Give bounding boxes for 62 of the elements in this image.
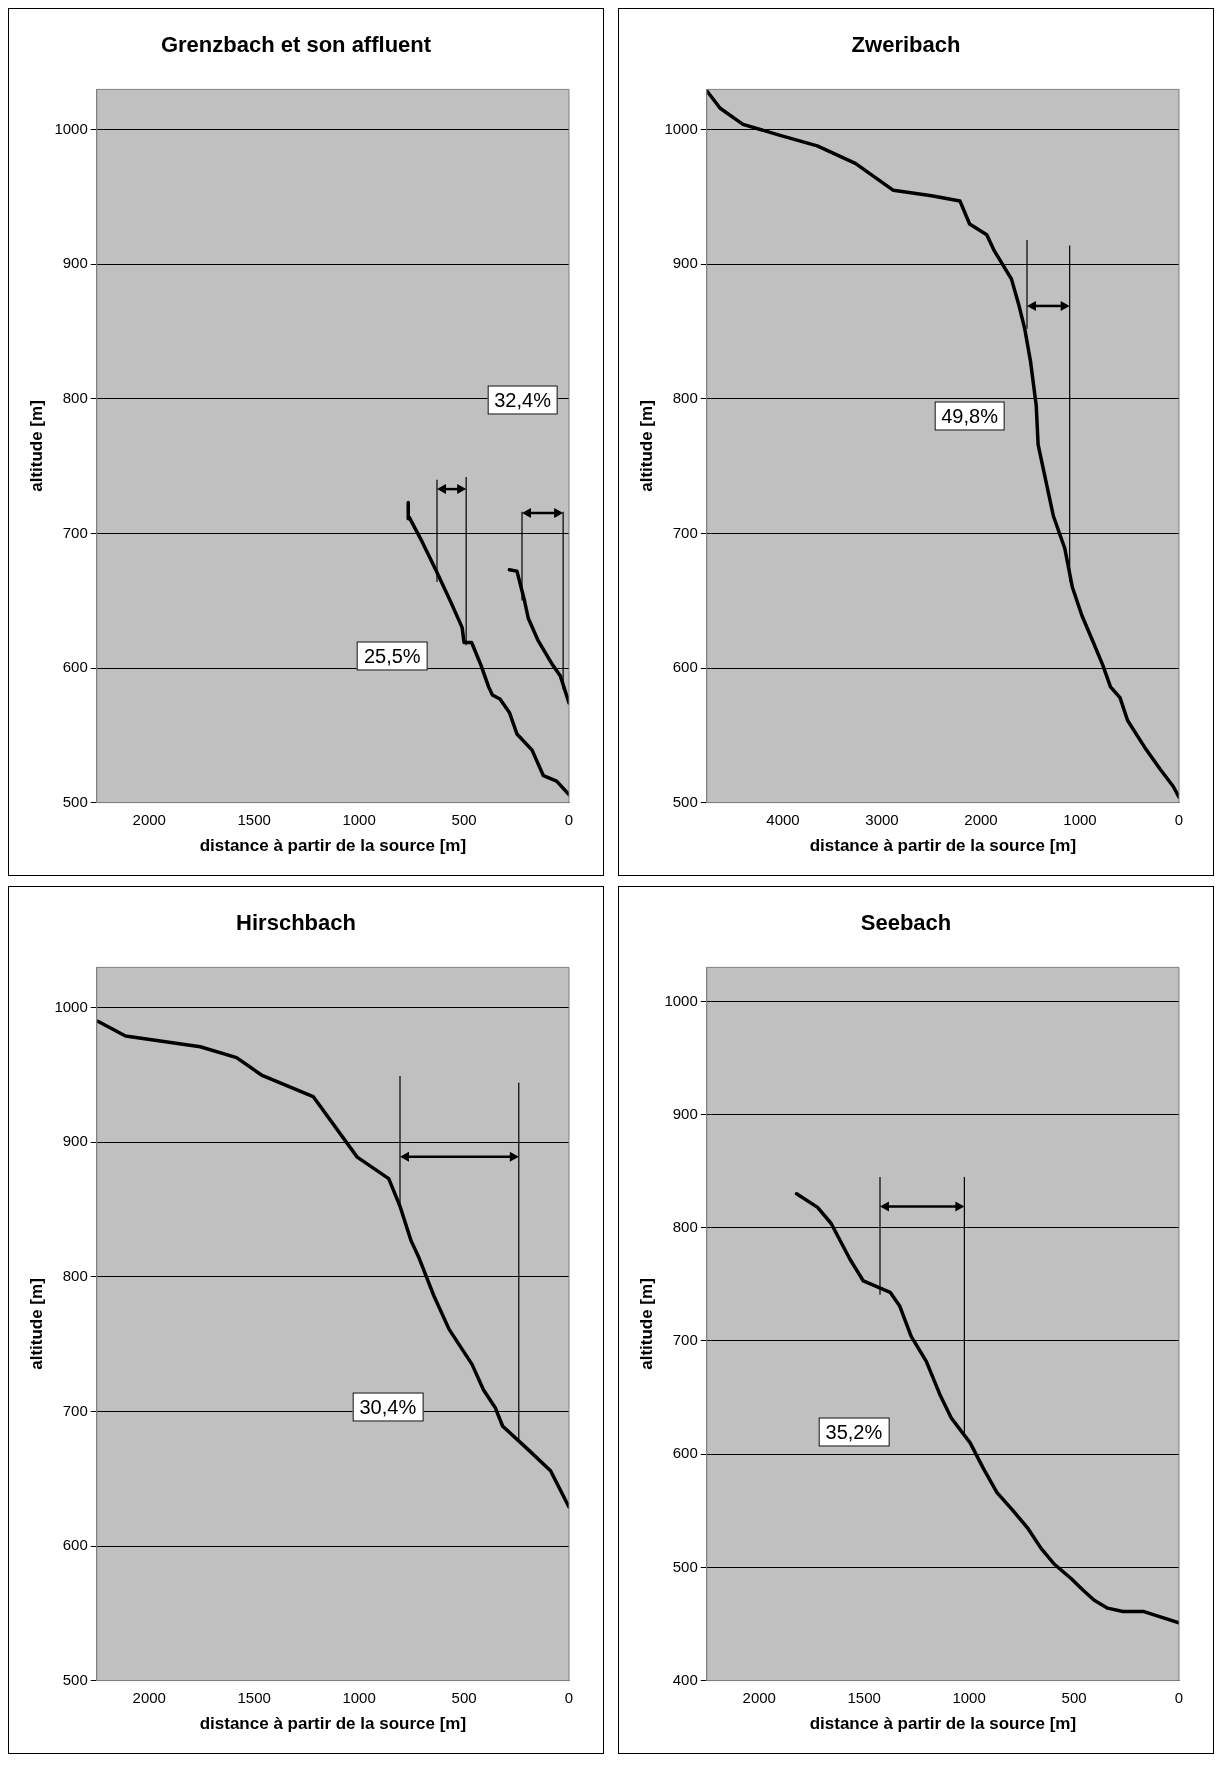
- y-tick-label: 700: [672, 1331, 698, 1349]
- x-tick-label: 2000: [964, 810, 998, 828]
- x-tick-label: 0: [1174, 1688, 1184, 1706]
- y-tick-label: 700: [62, 523, 88, 541]
- y-tick-label: 1000: [54, 119, 88, 137]
- annotation: 49,8%: [934, 401, 1005, 431]
- x-tick-label: 500: [451, 1688, 477, 1706]
- x-tick-label: 0: [564, 810, 574, 828]
- y-axis-title: altitude [m]: [636, 1278, 656, 1370]
- y-tick-label: 700: [62, 1401, 88, 1419]
- x-tick-label: 1000: [342, 810, 376, 828]
- y-tick-label: 800: [672, 389, 698, 407]
- y-tick-label: 900: [62, 254, 88, 272]
- y-tick-label: 500: [672, 1557, 698, 1575]
- x-tick-label: 1500: [237, 810, 271, 828]
- y-tick-label: 800: [62, 389, 88, 407]
- x-tick-label: 1000: [342, 1688, 376, 1706]
- x-tick-label: 0: [564, 1688, 574, 1706]
- chart-title: Hirschbach: [236, 910, 356, 936]
- y-tick-label: 800: [62, 1267, 88, 1285]
- y-tick-label: 900: [672, 254, 698, 272]
- y-tick-label: 1000: [54, 997, 88, 1015]
- chart-title: Seebach: [860, 910, 952, 936]
- x-axis-title: distance à partir de la source [m]: [809, 1714, 1077, 1734]
- y-axis-title: altitude [m]: [26, 1278, 46, 1370]
- y-tick-label: 900: [62, 1132, 88, 1150]
- x-tick-label: 0: [1174, 810, 1184, 828]
- y-axis-title: altitude [m]: [636, 400, 656, 492]
- y-tick-label: 1000: [664, 119, 698, 137]
- y-tick-label: 500: [62, 792, 88, 810]
- y-tick-label: 500: [62, 1670, 88, 1688]
- x-tick-label: 4000: [766, 810, 800, 828]
- x-tick-label: 2000: [742, 1688, 776, 1706]
- annotation: 30,4%: [352, 1392, 424, 1422]
- y-tick-label: 500: [672, 792, 698, 810]
- x-tick-label: 1000: [1063, 810, 1097, 828]
- annotation: 32,4%: [487, 385, 558, 415]
- x-axis-title: distance à partir de la source [m]: [809, 836, 1077, 856]
- y-axis-title: altitude [m]: [26, 400, 46, 492]
- y-tick-label: 700: [672, 523, 698, 541]
- x-tick-label: 2000: [132, 1688, 166, 1706]
- x-tick-label: 1500: [237, 1688, 271, 1706]
- x-tick-label: 500: [1061, 1688, 1087, 1706]
- y-tick-label: 800: [672, 1217, 698, 1235]
- x-tick-label: 1500: [847, 1688, 881, 1706]
- y-tick-label: 1000: [664, 991, 698, 1009]
- y-tick-label: 400: [672, 1670, 698, 1688]
- y-tick-label: 600: [62, 1536, 88, 1554]
- chart-title: Zweribach: [851, 32, 961, 58]
- chart-title: Grenzbach et son affluent: [160, 32, 432, 58]
- x-tick-label: 2000: [132, 810, 166, 828]
- y-tick-label: 600: [672, 658, 698, 676]
- x-tick-label: 500: [451, 810, 477, 828]
- x-axis-title: distance à partir de la source [m]: [199, 1714, 467, 1734]
- y-tick-label: 600: [672, 1444, 698, 1462]
- y-tick-label: 600: [62, 658, 88, 676]
- annotation: 25,5%: [356, 641, 428, 671]
- annotation: 35,2%: [818, 1417, 890, 1447]
- x-tick-label: 3000: [865, 810, 899, 828]
- y-tick-label: 900: [672, 1104, 698, 1122]
- x-axis-title: distance à partir de la source [m]: [199, 836, 467, 856]
- x-tick-label: 1000: [952, 1688, 986, 1706]
